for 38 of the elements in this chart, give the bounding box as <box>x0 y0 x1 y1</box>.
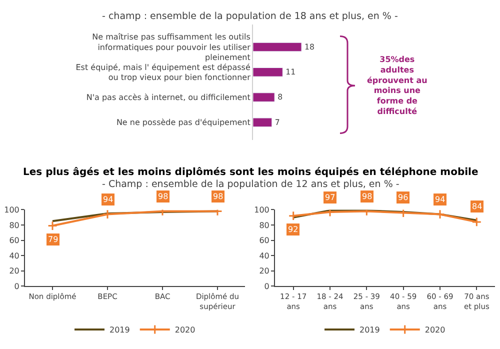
y-tick-label: 100 <box>4 206 20 214</box>
legend-label: 2019 <box>110 326 130 335</box>
legend-label: 2019 <box>360 326 380 335</box>
chart-subtitle: - Champ : ensemble de la population de 12 ans et plus, en % - <box>102 179 400 190</box>
legend-label: 2020 <box>174 326 196 335</box>
data-label: 98 <box>213 192 224 201</box>
y-tick-label: N'a pas accès à internet, ou difficilement <box>86 93 250 102</box>
y-tick-label: 40 <box>9 251 20 260</box>
y-tick-label: 0 <box>14 282 20 291</box>
data-label: 92 <box>288 225 298 234</box>
y-tick-label: 20 <box>9 266 20 276</box>
data-label: 94 <box>103 195 114 204</box>
data-label: 96 <box>398 193 408 202</box>
data-label: 8 <box>278 92 283 102</box>
data-label: 79 <box>48 235 58 244</box>
y-tick-label: 80 <box>9 220 20 230</box>
data-label: 98 <box>362 192 372 201</box>
text: 35%des adultes éprouvent au moins une forme de difficulté <box>367 55 428 116</box>
y-tick-label: Est équipé, mais l' équipement est dépassé ou trop vieux pour bien fonctionner <box>76 62 252 82</box>
legend-label: 2020 <box>424 326 446 335</box>
chart-title: Les plus âgés et les moins diplômés sont les moins équipés en téléphone mobile <box>23 167 478 178</box>
data-label: 84 <box>472 202 482 211</box>
data-label: 18 <box>304 42 314 52</box>
y-tick-label: Ne ne possède pas d'équipement <box>116 118 250 128</box>
y-tick-label: 40 <box>259 251 270 260</box>
y-tick-label: 80 <box>259 220 270 230</box>
data-label: 11 <box>286 68 296 77</box>
data-label: 98 <box>158 192 168 201</box>
y-tick-label: 60 <box>9 236 20 246</box>
y-tick-label: 100 <box>254 206 270 214</box>
y-tick-label: 0 <box>264 282 270 291</box>
y-tick-label: Ne maîtrise pas suffisamment les outils informatiques pour pouvoir les utiliser pleinement <box>92 32 252 62</box>
data-label: 94 <box>435 195 446 204</box>
data-label: 97 <box>325 193 336 202</box>
chart-subtitle: - champ : ensemble de la population de 18 ans et plus, en % - <box>102 11 398 22</box>
y-tick-label: 20 <box>259 266 270 276</box>
y-tick-label: 60 <box>259 236 270 246</box>
data-label: 7 <box>274 118 280 127</box>
